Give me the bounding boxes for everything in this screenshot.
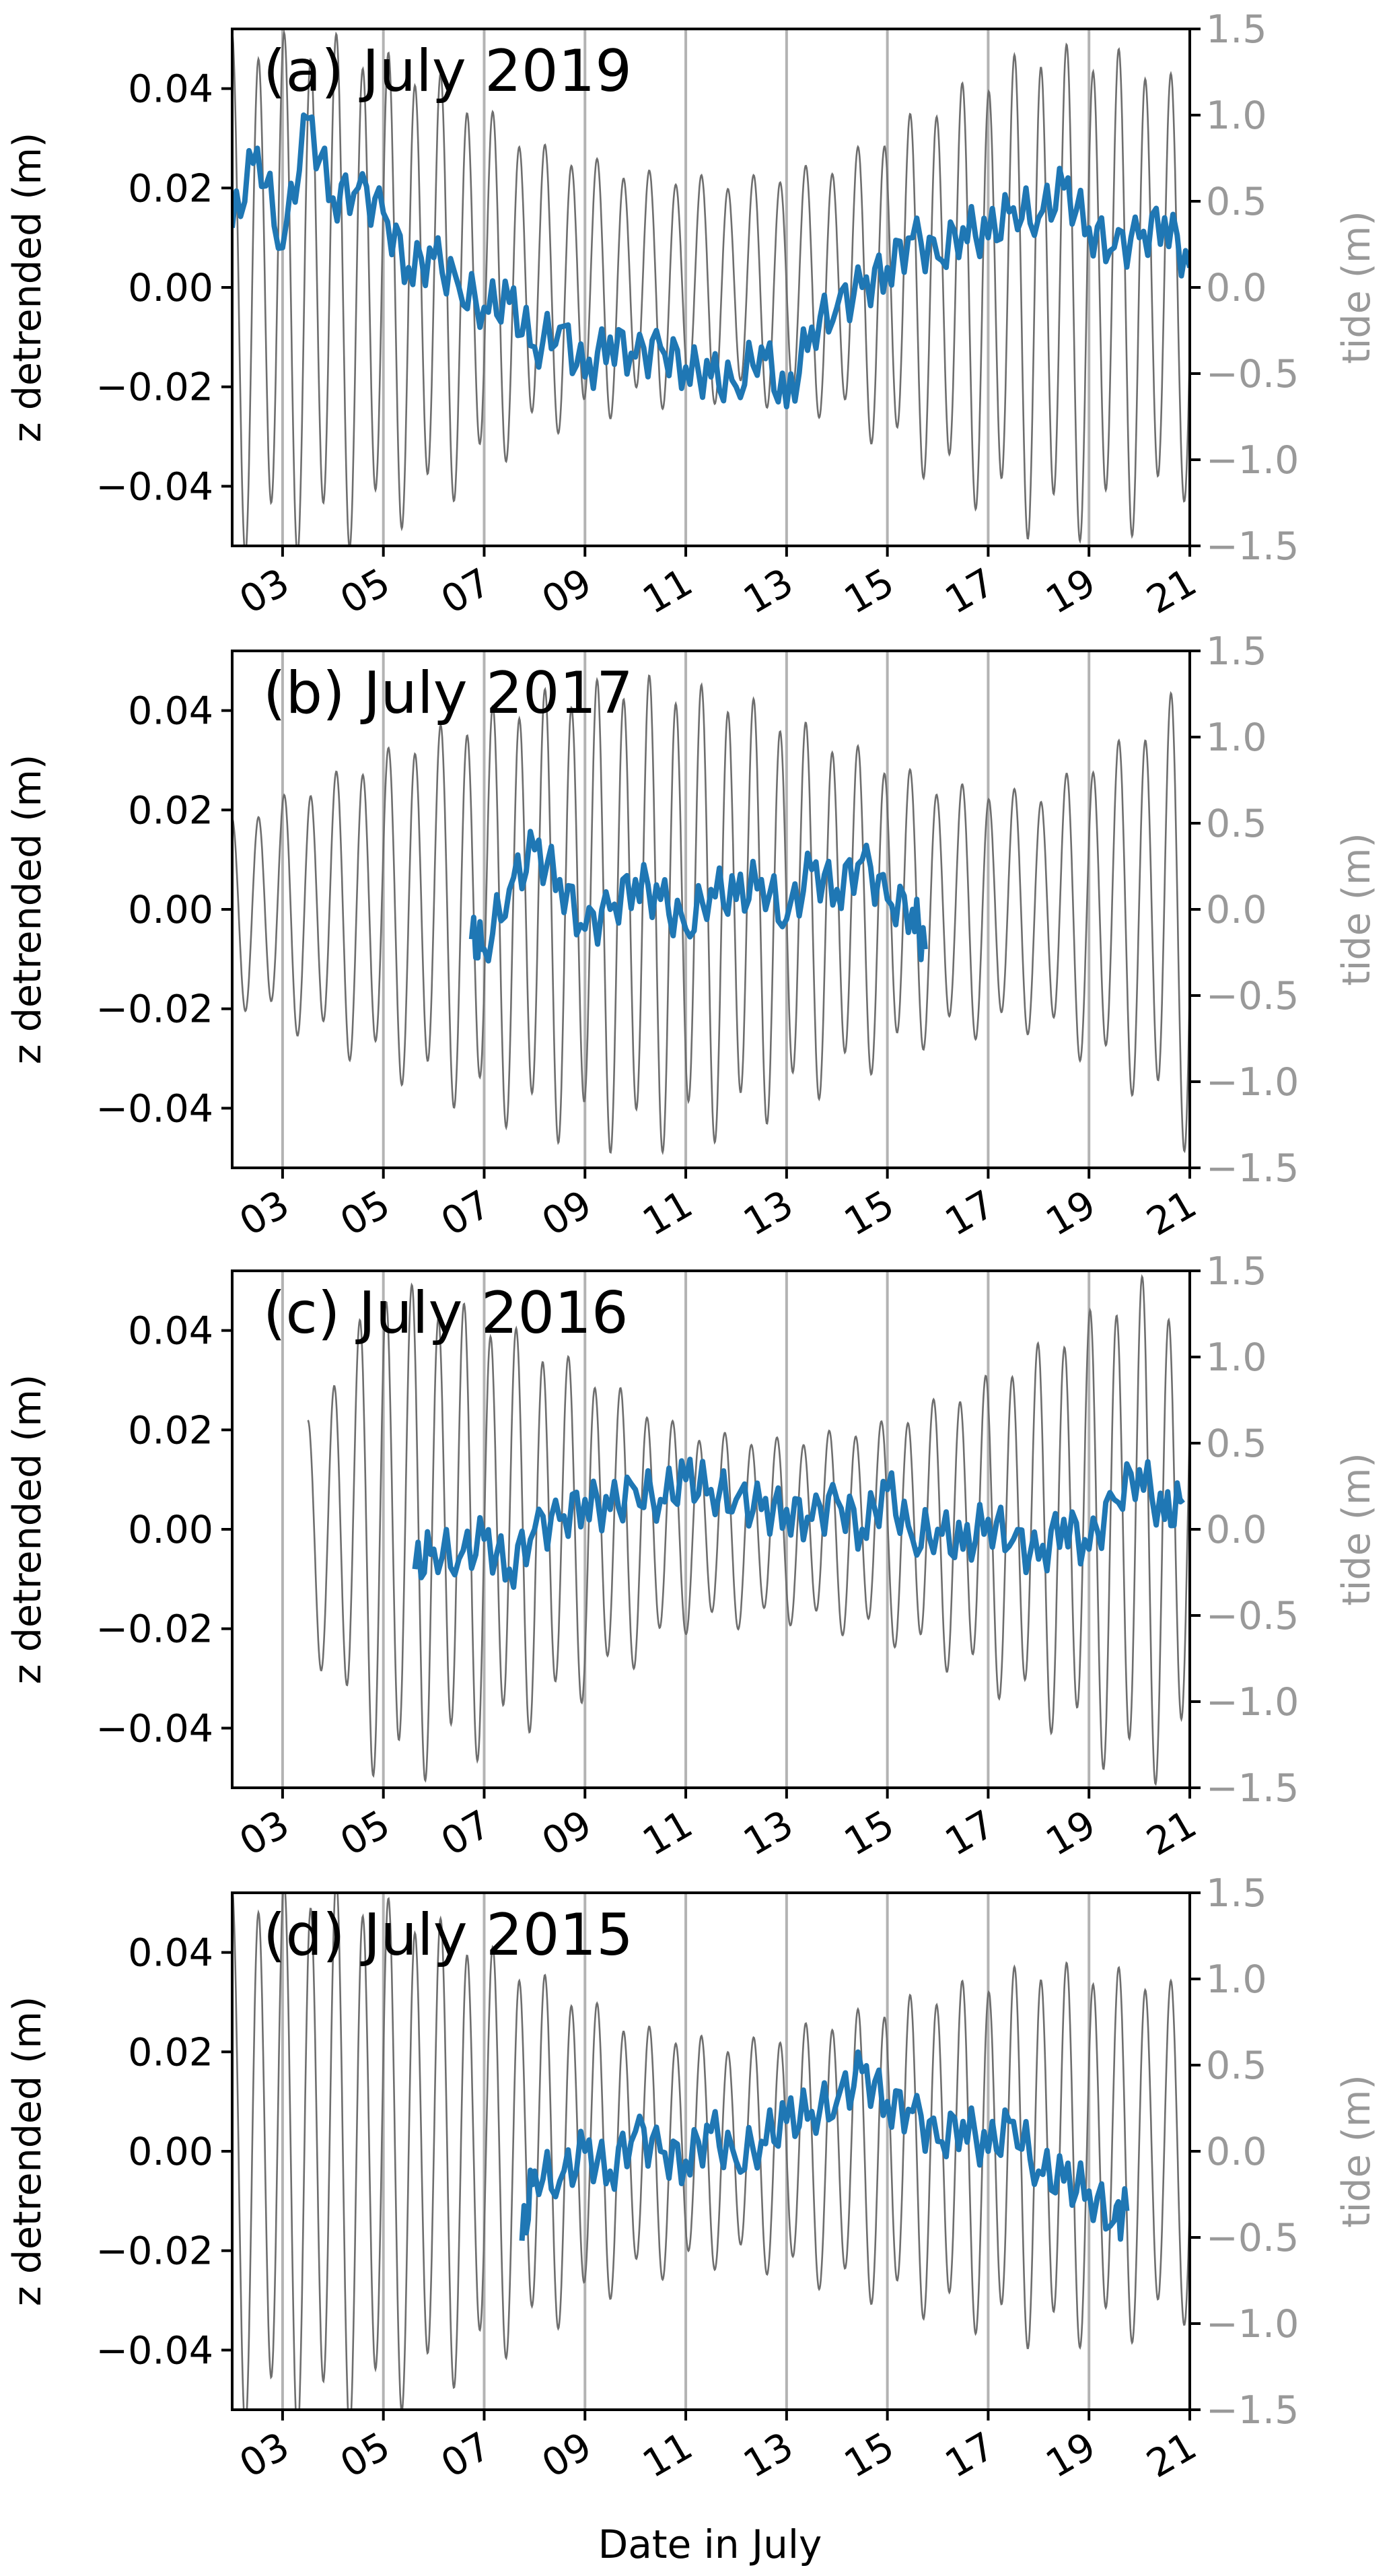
y-tick-label: −0.02 [96, 1607, 213, 1652]
y2-axis-label: tide (m) [1334, 2075, 1379, 2228]
y-tick-label: 0.04 [128, 1931, 213, 1976]
y2-tick-label: 0.0 [1206, 1508, 1267, 1552]
y2-tick-label: 1.0 [1206, 716, 1267, 760]
y-tick-label: −0.04 [96, 1086, 213, 1131]
y-tick-label: 0.04 [128, 67, 213, 112]
y-tick-label: −0.02 [96, 987, 213, 1032]
y2-tick-label: 1.5 [1206, 629, 1267, 674]
y2-tick-label: 1.5 [1206, 1249, 1267, 1294]
y2-tick-label: 1.5 [1206, 1871, 1267, 1916]
y-tick-label: −0.04 [96, 2328, 213, 2373]
y2-tick-label: 0.5 [1206, 2044, 1267, 2088]
y-axis-label: z detrended (m) [5, 133, 50, 443]
x-axis-label: Date in July [598, 2521, 822, 2567]
y2-tick-label: −1.0 [1206, 2302, 1299, 2346]
y2-tick-label: −1.5 [1206, 2388, 1299, 2433]
y-axis-label: z detrended (m) [5, 1374, 50, 1685]
y2-tick-label: 0.0 [1206, 266, 1267, 310]
z-detrended-series-line [519, 2049, 1130, 2242]
y2-tick-label: 0.5 [1206, 1422, 1267, 1466]
y2-axis-label: tide (m) [1334, 833, 1379, 986]
y2-tick-label: 0.5 [1206, 802, 1267, 846]
y2-tick-label: −0.5 [1206, 974, 1299, 1018]
y2-tick-label: −1.0 [1206, 1680, 1299, 1725]
tide-series-line [232, 29, 1190, 546]
y2-axis-label: tide (m) [1334, 1453, 1379, 1606]
y-axis-label: z detrended (m) [5, 1996, 50, 2307]
y2-tick-label: 1.0 [1206, 1957, 1267, 2002]
y-tick-label: 0.00 [128, 1508, 213, 1552]
z-detrended-series-line [412, 1457, 1185, 1590]
y2-tick-label: −0.5 [1206, 1594, 1299, 1638]
y-tick-label: −0.02 [96, 2229, 213, 2274]
y2-tick-label: 1.0 [1206, 94, 1267, 138]
tide-series-line [232, 1893, 1190, 2410]
y2-tick-label: −1.5 [1206, 1146, 1299, 1191]
y-tick-label: −0.04 [96, 1706, 213, 1751]
y2-tick-label: 0.5 [1206, 180, 1267, 224]
z-detrended-series-line [468, 829, 928, 964]
y-tick-label: 0.02 [128, 788, 213, 833]
y2-tick-label: 0.0 [1206, 2130, 1267, 2174]
y2-tick-label: −0.5 [1206, 2216, 1299, 2260]
y2-axis-label: tide (m) [1334, 211, 1379, 364]
tide-series-line [307, 1274, 1190, 1786]
y-tick-label: 0.02 [128, 166, 213, 211]
y2-tick-label: −1.0 [1206, 438, 1299, 483]
y-tick-label: −0.02 [96, 365, 213, 410]
panel-title: (d) July 2015 [263, 1902, 633, 1969]
y2-tick-label: 1.5 [1206, 7, 1267, 52]
y2-tick-label: −1.5 [1206, 524, 1299, 569]
y2-tick-label: 1.0 [1206, 1335, 1267, 1380]
tide-series-line [232, 674, 1190, 1156]
y2-tick-label: −1.0 [1206, 1060, 1299, 1105]
y-tick-label: −0.04 [96, 464, 213, 509]
panels: (a) July 2019 0.04 0.02 0.00 −0.02 −0.04 1.5 1.… [5, 7, 1379, 2486]
chart-panel: (c) July 2016 0.04 0.02 0.00 −0.02 −0.04 1.5 1.… [5, 1249, 1379, 1865]
y-tick-label: 0.00 [128, 2130, 213, 2174]
y2-tick-label: −1.5 [1206, 1766, 1299, 1811]
y-tick-label: 0.02 [128, 1408, 213, 1453]
y-tick-label: 0.00 [128, 888, 213, 932]
y-tick-label: 0.00 [128, 266, 213, 310]
panel-title: (b) July 2017 [263, 660, 633, 727]
y2-tick-label: −0.5 [1206, 352, 1299, 396]
z-detrended-series-line [232, 112, 1190, 410]
panel-title: (c) July 2016 [263, 1280, 629, 1347]
y-tick-label: 0.04 [128, 689, 213, 734]
y-tick-label: 0.02 [128, 2030, 213, 2075]
y-tick-label: 0.04 [128, 1309, 213, 1354]
panel-title: (a) July 2019 [263, 38, 632, 105]
y2-tick-label: 0.0 [1206, 888, 1267, 932]
chart-panel: (d) July 2015 0.04 0.02 0.00 −0.02 −0.04 1.5 1.… [5, 1871, 1379, 2486]
y-axis-label: z detrended (m) [5, 755, 50, 1065]
